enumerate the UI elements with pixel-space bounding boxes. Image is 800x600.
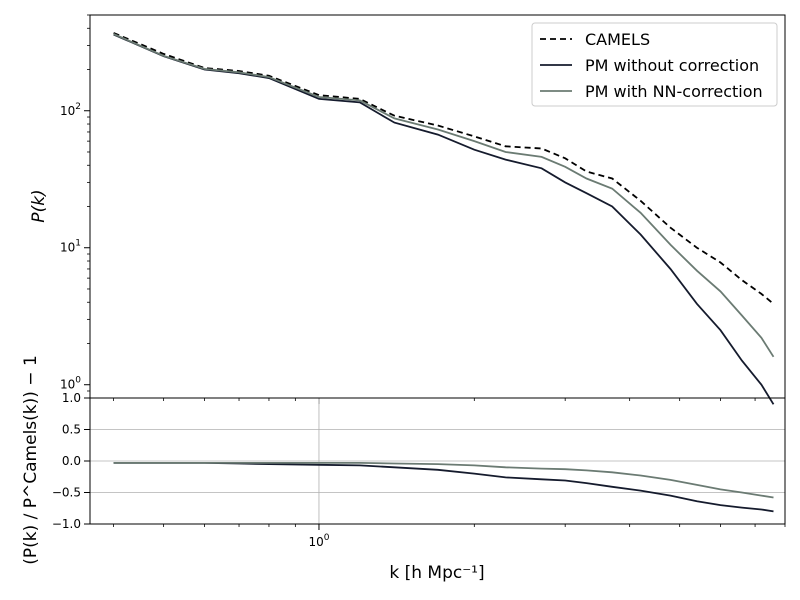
- legend-label-pm-with-nn-correction: PM with NN-correction: [585, 82, 763, 101]
- bottom-y-tick-label: −1.0: [52, 517, 81, 531]
- bottom-y-tick-label: 0.0: [62, 454, 81, 468]
- bottom-y-tick-label: −0.5: [52, 486, 81, 500]
- legend: CAMELS PM without correction PM with NN-co…: [531, 22, 778, 107]
- bottom-series-lines: [113, 462, 774, 513]
- legend-items: CAMELS PM without correction PM with NN-co…: [540, 30, 763, 101]
- bottom-y-axis-title: (P(k) / P^Camels(k)) − 1: [21, 355, 41, 565]
- bottom-y-ticks: 1.0 0.5 0.0 −0.5 −1.0: [52, 391, 90, 531]
- top-series-line-pm-without-correction: [113, 33, 775, 405]
- bottom-panel: 1.00.50.0−0.5−1.0 100 (P(k) / P^Camels(k…: [21, 355, 786, 583]
- bottom-y-tick-label: 0.5: [62, 423, 81, 437]
- legend-label-camels: CAMELS: [585, 30, 650, 49]
- legend-label-pm-without-correction: PM without correction: [585, 56, 759, 75]
- top-y-axis-title: P(k): [29, 189, 49, 222]
- top-series-line-pm-with-nn-correction: [113, 33, 775, 358]
- bottom-grid: [90, 398, 785, 524]
- x-axis-title: k [h Mpc⁻¹]: [389, 563, 484, 583]
- bottom-y-tick-label: 1.0: [62, 391, 81, 405]
- bottom-series-line-pm-with-nn-correction: [113, 462, 774, 499]
- legend-box: [531, 22, 778, 107]
- top-series-lines: [113, 32, 775, 405]
